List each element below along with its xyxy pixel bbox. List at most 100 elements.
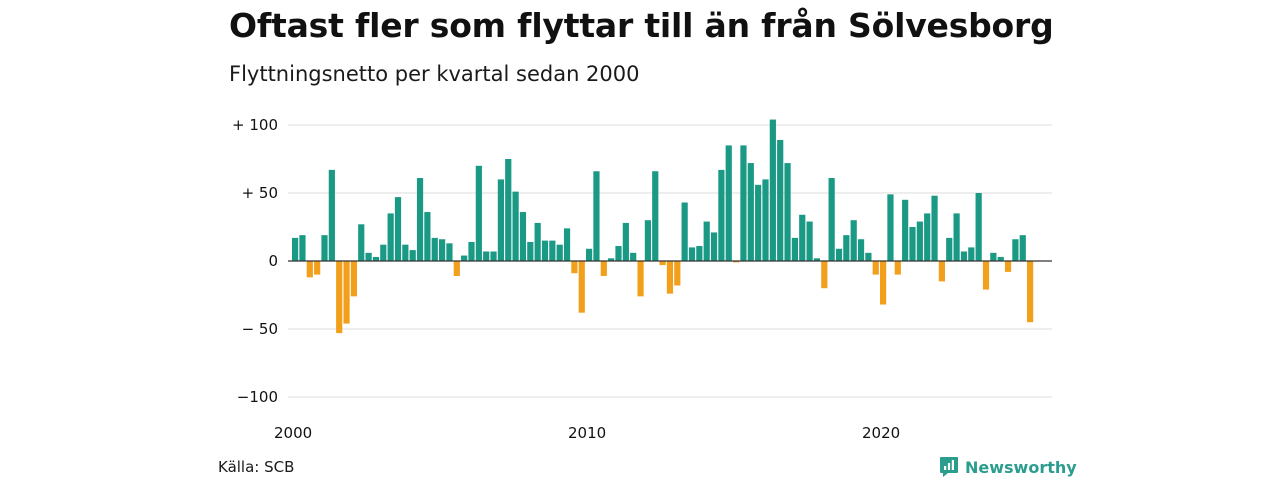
bar (299, 235, 306, 261)
bar (850, 220, 857, 261)
bar (762, 179, 769, 261)
bar (806, 221, 813, 261)
bar (931, 195, 938, 261)
bar (1019, 235, 1026, 261)
bar (975, 193, 982, 261)
bar (755, 184, 762, 261)
x-axis-ticks: 2000 2010 2020 (274, 424, 900, 442)
bar (843, 235, 850, 261)
bar (380, 244, 387, 261)
bar (769, 119, 776, 261)
bar (828, 178, 835, 261)
bar (916, 221, 923, 261)
bar (710, 232, 718, 261)
chart-title: Oftast fler som flyttar till än från Söl… (229, 6, 1054, 45)
bar (953, 213, 960, 261)
bar (497, 179, 504, 261)
bar (909, 227, 916, 261)
bar (446, 243, 453, 261)
y-tick-label: 0 (268, 252, 278, 270)
bar (718, 169, 725, 261)
bar (1012, 239, 1019, 261)
bar (475, 165, 482, 261)
bar (902, 199, 909, 261)
bar (358, 224, 365, 261)
bar (637, 261, 644, 297)
bar (527, 241, 534, 261)
bar (1004, 261, 1012, 272)
y-tick-label: + 100 (232, 116, 278, 134)
bar (652, 171, 659, 261)
bar (666, 261, 674, 294)
bar (321, 235, 328, 261)
bar (968, 247, 975, 261)
bar (416, 178, 424, 261)
bar (997, 256, 1004, 261)
bar (534, 222, 541, 261)
chart-subtitle: Flyttningsnetto per kvartal sedan 2000 (229, 62, 640, 86)
bar (887, 194, 894, 261)
bar (409, 250, 416, 261)
bar (791, 237, 798, 261)
bar (630, 252, 637, 261)
bar (784, 163, 791, 261)
bar (431, 237, 438, 261)
bar (725, 145, 732, 261)
bar (872, 261, 879, 275)
bar (453, 261, 460, 276)
brand-name: Newsworthy (965, 457, 1077, 477)
bar (571, 261, 578, 274)
bar (306, 261, 313, 278)
newsworthy-logo-icon (940, 457, 958, 477)
bar (483, 251, 490, 261)
bar (659, 261, 666, 266)
bar (505, 159, 512, 261)
bar (813, 258, 821, 261)
bar (674, 261, 681, 286)
bar (821, 261, 828, 289)
bar (960, 251, 968, 261)
bar (439, 239, 446, 261)
bar (622, 222, 629, 261)
x-tick-label: 2000 (274, 424, 312, 442)
bar (365, 252, 372, 261)
bar (343, 261, 350, 324)
bar (336, 261, 343, 334)
y-tick-label: −100 (237, 388, 278, 406)
bars (292, 119, 1034, 334)
bar (563, 228, 571, 261)
bar (696, 246, 703, 261)
bar (394, 197, 402, 261)
bar (880, 261, 887, 305)
bar (512, 191, 519, 261)
bar (894, 261, 901, 275)
bar (292, 237, 299, 261)
bar (402, 244, 409, 261)
bar (600, 261, 607, 276)
x-tick-label: 2010 (568, 424, 606, 442)
y-axis-ticks: + 100 + 50 0 − 50 −100 (232, 116, 278, 406)
bar (799, 214, 806, 261)
bar (946, 237, 953, 261)
bar (468, 241, 475, 261)
x-tick-label: 2020 (862, 424, 900, 442)
bar (688, 247, 696, 261)
y-tick-label: + 50 (242, 184, 278, 202)
bar (372, 256, 380, 261)
bar (328, 169, 335, 261)
bar (835, 248, 843, 261)
bar (519, 212, 527, 261)
bar (387, 213, 394, 261)
bar (703, 221, 710, 261)
bar (490, 251, 497, 261)
bar (350, 261, 357, 297)
bar (541, 240, 549, 261)
bar (938, 261, 945, 282)
bar (593, 171, 600, 261)
bar (644, 220, 651, 261)
bar (777, 139, 784, 261)
bar (608, 258, 615, 261)
bar (615, 246, 622, 261)
bar (424, 212, 431, 261)
bar (740, 145, 747, 261)
